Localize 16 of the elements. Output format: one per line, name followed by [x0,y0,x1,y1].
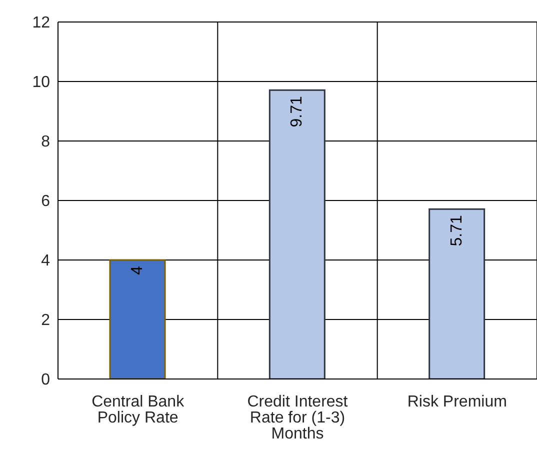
bar [428,208,486,379]
y-tick-label: 6 [41,193,50,210]
bar [268,89,326,379]
x-tick-label: Central Bank Policy Rate [92,393,186,426]
y-tick-label: 2 [41,312,50,330]
bar [109,259,166,379]
y-tick-label: 0 [41,372,50,389]
y-tick-label: 8 [41,134,50,151]
data-label: 5.71 [448,215,466,246]
y-tick-label: 10 [32,74,50,92]
x-tick-label: Risk Premium [407,393,507,410]
data-label: 9.71 [288,96,306,128]
y-tick-label: 12 [32,14,50,32]
x-tick-label: Credit Interest Rate for (1-3) Months [247,393,348,442]
y-tick-label: 4 [41,252,50,270]
data-label: 4 [129,266,146,275]
